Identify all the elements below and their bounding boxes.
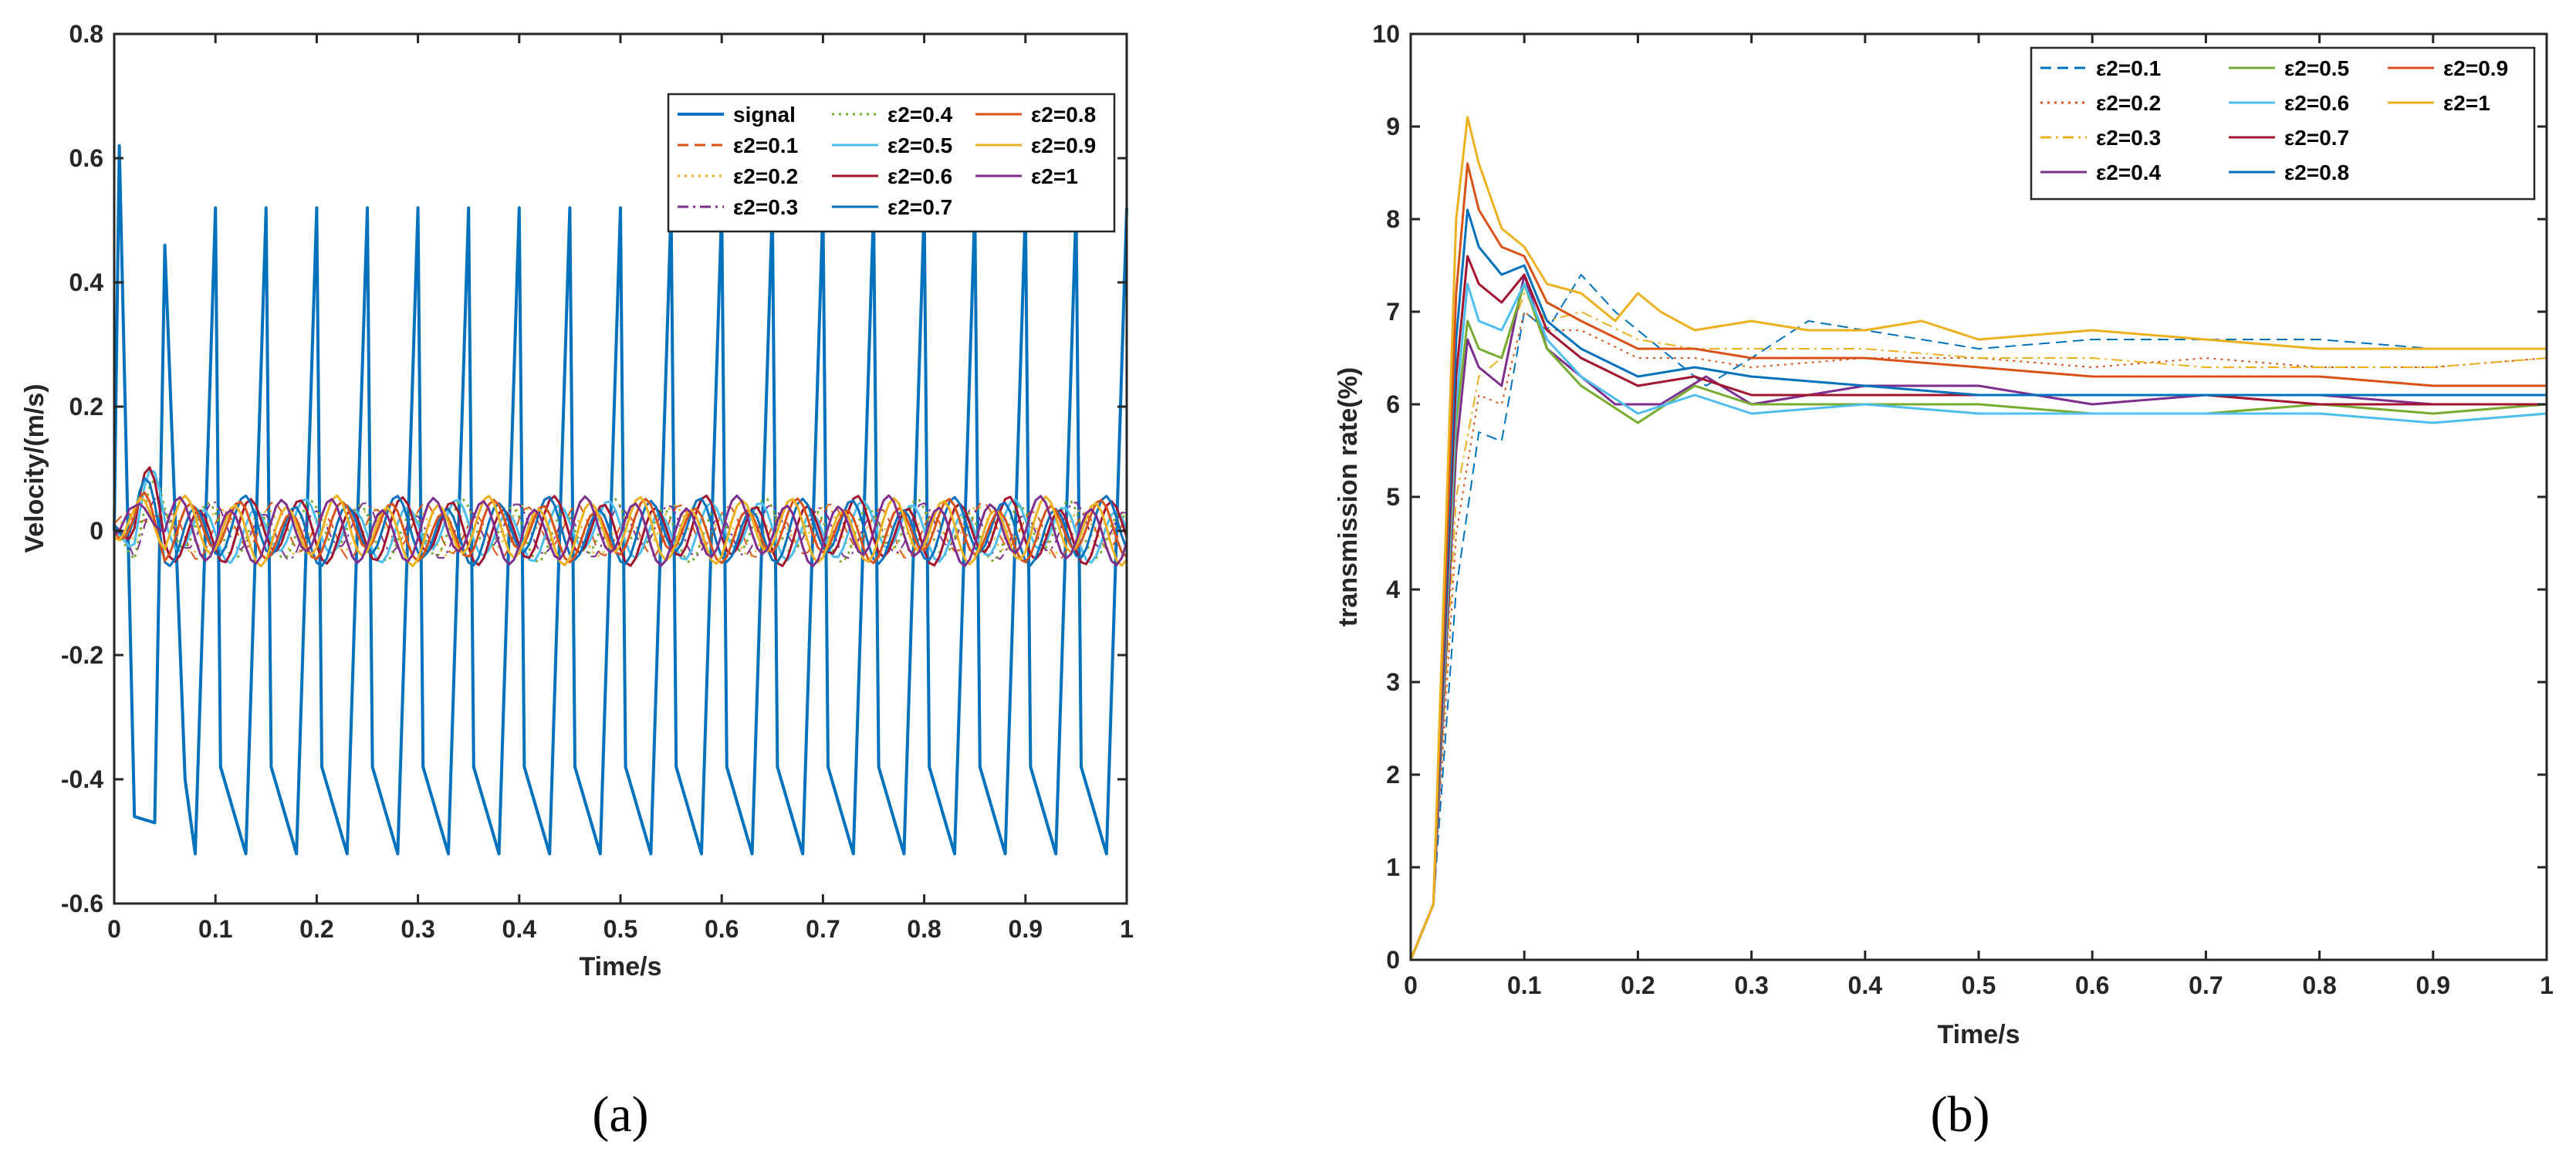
legend-entry: ε2=0.2 — [2096, 91, 2161, 115]
y-tick-label: 4 — [1386, 576, 1400, 603]
y-axis-label-a: Velocity/(m/s) — [20, 383, 49, 552]
x-tick-label: 0.3 — [401, 915, 434, 943]
legend-a: signal ε2=0.1 ε2=0.2 ε2=0.3 ε2=0.4 ε2=0.5 ε2=0… — [667, 93, 1116, 233]
y-axis-label-b: transmission rate(%) — [1334, 367, 1363, 627]
x-tick-label: 0.8 — [2302, 971, 2336, 999]
legend-entry: signal — [733, 103, 796, 127]
series-line-20-8 — [113, 491, 1128, 565]
series-line-21 — [113, 494, 1128, 568]
x-tick-label: 0 — [1404, 971, 1418, 999]
series-line-20-9 — [113, 494, 1128, 568]
legend-entry: ε2=0.7 — [887, 195, 952, 219]
y-tick-label: 9 — [1386, 113, 1400, 140]
legend-entry: ε2=0.1 — [733, 133, 798, 157]
series-line-20-5 — [113, 469, 1128, 564]
y-tick-label: 0.4 — [69, 269, 104, 296]
y-tick-label: -0.4 — [61, 765, 103, 793]
chart-panel-b: 0 0.1 0.2 0.3 0.4 0.5 0.6 0.7 0.8 0.9 101234567891… — [1334, 20, 2554, 1143]
x-tick-label: 0.2 — [299, 915, 333, 943]
caption-a: (a) — [592, 1086, 648, 1143]
y-tick-label: 6 — [1386, 390, 1400, 418]
y-tick-label: 0 — [90, 517, 103, 545]
legend-box — [2030, 46, 2536, 201]
x-tick-label: 0.2 — [1621, 971, 1655, 999]
x-tick-label: 0.9 — [1009, 915, 1043, 943]
x-tick-label: 0.8 — [907, 915, 941, 943]
series-line-20-4 — [1409, 273, 2547, 961]
legend-entry: ε2=0.3 — [733, 195, 798, 219]
legend-entry: ε2=0.2 — [733, 164, 798, 188]
chart-panel-a: 0 0.1 0.2 0.3 0.4 0.5 0.6 0.7 0.8 0.9 1 -0.6 -0.4 -0.… — [20, 20, 1134, 1143]
legend-entry: ε2=0.4 — [887, 103, 953, 127]
x-tick-label: 0.4 — [502, 915, 537, 943]
legend-entry: ε2=0.5 — [887, 133, 952, 157]
series-line-20-9 — [1409, 162, 2547, 961]
x-tick-label: 0.1 — [198, 915, 232, 943]
y-tick-label: 0.8 — [69, 20, 103, 48]
y-tick-label: 3 — [1386, 668, 1400, 696]
x-tick-label: 0.9 — [2416, 971, 2450, 999]
legend-entry: ε2=0.8 — [2284, 160, 2349, 184]
x-tick-label: 0.6 — [2075, 971, 2109, 999]
legend-entry: ε2=1 — [1031, 164, 1078, 188]
x-tick-label: 0.3 — [1734, 971, 1768, 999]
x-tick-label: 0.7 — [806, 915, 840, 943]
series-line-20-1 — [1410, 274, 2547, 961]
y-tick-label: 0 — [1386, 946, 1400, 974]
series-line-20-6 — [1409, 282, 2547, 961]
x-tick-label: 0.1 — [1507, 971, 1541, 999]
y-tick-label: 10 — [1372, 20, 1400, 48]
x-axis-label-b: Time/s — [1937, 1020, 2020, 1049]
legend-entry: ε2=0.7 — [2284, 126, 2349, 150]
series-line-20-3 — [1410, 292, 2547, 961]
legend-entry: ε2=0.4 — [2096, 160, 2162, 184]
series-line-21 — [1409, 116, 2547, 961]
legend-b: ε2=0.1 ε2=0.2 ε2=0.3 ε2=0.4 ε2=0.5 ε2=0.6 ε2=0… — [2030, 46, 2536, 201]
y-tick-label: -0.2 — [61, 641, 103, 669]
y-tick-label: 2 — [1386, 761, 1400, 789]
x-tick-label: 0.7 — [2189, 971, 2223, 999]
series-line-20-3 — [113, 498, 1127, 560]
legend-entry: ε2=0.9 — [1031, 133, 1096, 157]
series-line-20-7 — [113, 477, 1128, 568]
legend-box — [667, 93, 1116, 233]
x-tick-label: 1 — [2540, 971, 2554, 999]
y-tick-label: 5 — [1386, 483, 1400, 511]
legend-entry: ε2=0.5 — [2284, 56, 2349, 80]
x-tick-label: 0.5 — [1962, 971, 1996, 999]
x-tick-label: 0 — [107, 915, 121, 943]
legend-entry: ε2=0.1 — [2096, 56, 2161, 80]
legend-entry: ε2=0.3 — [2096, 126, 2161, 150]
y-tick-label: 0.2 — [69, 393, 103, 421]
legend-entry: ε2=0.6 — [2284, 91, 2349, 115]
x-tick-label: 0.4 — [1848, 971, 1883, 999]
legend-entry: ε2=0.6 — [887, 164, 952, 188]
caption-b: (b) — [1931, 1086, 1990, 1143]
x-tick-label: 0.6 — [705, 915, 739, 943]
legend-entry: ε2=1 — [2443, 91, 2490, 115]
y-tick-label: 8 — [1386, 205, 1400, 233]
series-line-20-6 — [113, 466, 1128, 567]
y-tick-label: 1 — [1386, 853, 1400, 881]
y-tick-label: 7 — [1386, 298, 1400, 326]
y-tick-label: -0.6 — [61, 890, 103, 917]
legend-entry: ε2=0.9 — [2443, 56, 2508, 80]
legend-entry: ε2=0.8 — [1031, 103, 1096, 127]
x-tick-label: 0.5 — [603, 915, 637, 943]
y-tick-label: 0.6 — [69, 144, 103, 172]
series-lines-a — [113, 144, 1128, 856]
series-lines-b — [1409, 116, 2547, 961]
x-tick-label: 1 — [1120, 915, 1134, 943]
series-line-20-8 — [1409, 208, 2547, 961]
x-axis-label-a: Time/s — [579, 952, 661, 981]
